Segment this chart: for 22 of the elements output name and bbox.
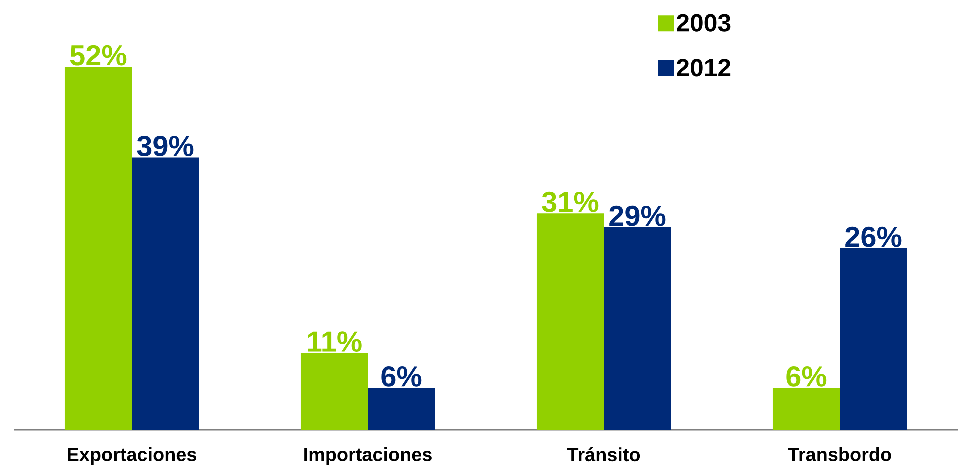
bar — [132, 158, 200, 430]
bar — [772, 388, 840, 430]
legend-label: 2012 — [677, 59, 731, 77]
data-label: 6% — [786, 366, 827, 387]
x-tick-label: Importaciones — [304, 448, 432, 466]
x-tick-label: Transbordo — [788, 448, 892, 462]
x-tick-label: Tránsito — [567, 448, 640, 462]
bar — [536, 214, 604, 430]
data-label: 31% — [542, 192, 599, 212]
data-label: 6% — [382, 366, 422, 387]
bar — [300, 353, 368, 430]
bar — [840, 248, 908, 430]
data-label: 39% — [137, 136, 194, 157]
x-tick-label: Exportaciones — [68, 448, 196, 466]
data-label: 11% — [308, 332, 362, 352]
bar — [64, 67, 132, 430]
data-label: 29% — [610, 206, 666, 226]
bar — [604, 228, 672, 430]
legend-label: 2003 — [677, 14, 731, 32]
data-label: 26% — [846, 226, 902, 248]
bar — [368, 388, 436, 430]
data-label: 52% — [70, 45, 127, 66]
